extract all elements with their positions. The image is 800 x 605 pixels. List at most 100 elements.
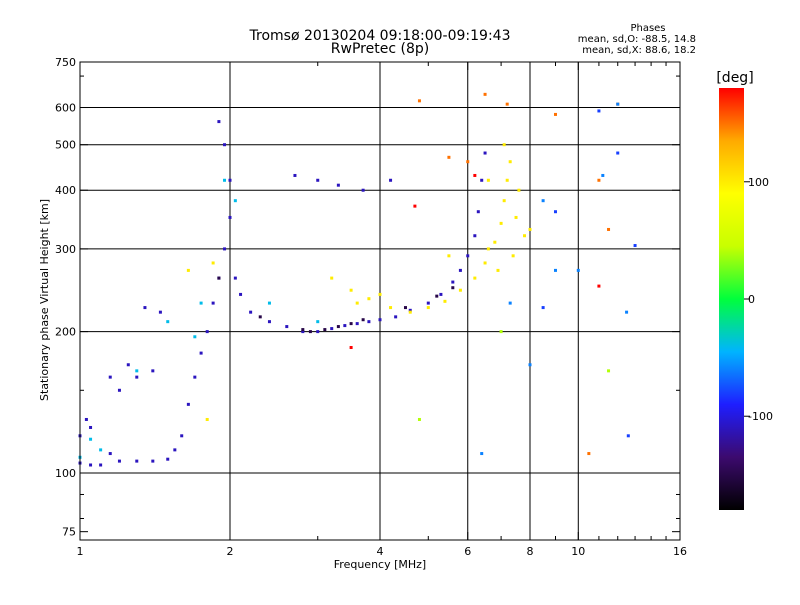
data-point bbox=[601, 173, 605, 177]
data-point bbox=[607, 227, 611, 231]
x-tick-label: 8 bbox=[527, 545, 534, 558]
data-point bbox=[166, 457, 170, 461]
data-point bbox=[486, 247, 490, 251]
data-point bbox=[223, 247, 227, 251]
data-point bbox=[301, 330, 305, 334]
data-point bbox=[505, 178, 509, 182]
data-point bbox=[458, 288, 462, 292]
data-point bbox=[508, 301, 512, 305]
data-point bbox=[502, 199, 506, 203]
data-point bbox=[233, 199, 237, 203]
y-tick-label: 600 bbox=[55, 102, 76, 115]
data-point bbox=[508, 160, 512, 164]
x-tick-label: 6 bbox=[464, 545, 471, 558]
data-point bbox=[180, 434, 184, 438]
data-point bbox=[117, 388, 121, 392]
data-point bbox=[443, 299, 447, 303]
data-point bbox=[267, 301, 271, 305]
data-point bbox=[330, 327, 334, 331]
data-point bbox=[336, 325, 340, 329]
y-tick-label: 400 bbox=[55, 184, 76, 197]
data-point bbox=[199, 351, 203, 355]
data-point bbox=[258, 315, 262, 319]
data-point bbox=[151, 369, 155, 373]
data-point bbox=[496, 268, 500, 272]
data-point bbox=[505, 102, 509, 106]
data-point bbox=[607, 369, 611, 373]
x-tick-label: 2 bbox=[227, 545, 234, 558]
y-axis-label: Stationary phase Virtual Height [km] bbox=[38, 199, 51, 401]
data-point bbox=[217, 276, 221, 280]
data-point bbox=[301, 328, 305, 332]
data-point bbox=[616, 102, 620, 106]
chart-title: Tromsø 20130204 09:18:00-09:19:43 bbox=[249, 28, 511, 44]
colorbar-tick-label: 0 bbox=[748, 293, 755, 306]
data-point bbox=[323, 328, 327, 332]
data-point bbox=[483, 261, 487, 265]
data-point bbox=[355, 322, 359, 326]
data-point bbox=[367, 320, 371, 324]
data-point bbox=[117, 459, 121, 463]
data-point bbox=[166, 320, 170, 324]
data-point bbox=[316, 178, 320, 182]
grid-lines bbox=[80, 62, 680, 540]
data-point bbox=[458, 268, 462, 272]
data-point bbox=[367, 297, 371, 301]
data-point bbox=[473, 276, 477, 280]
data-point bbox=[343, 324, 347, 328]
data-point bbox=[126, 363, 130, 367]
y-tick-label: 300 bbox=[55, 243, 76, 256]
data-point bbox=[135, 369, 139, 373]
data-point bbox=[417, 417, 421, 421]
data-point bbox=[597, 109, 601, 113]
data-point bbox=[576, 268, 580, 272]
data-point bbox=[486, 178, 490, 182]
data-point bbox=[199, 301, 203, 305]
data-point bbox=[355, 301, 359, 305]
colorbar-tick-label: -100 bbox=[748, 410, 773, 423]
x-axis-label: Frequency [MHz] bbox=[334, 558, 426, 571]
data-point bbox=[541, 306, 545, 310]
data-point bbox=[541, 199, 545, 203]
axis-ticks: 1 2 4 6 8 10 16 75 100 200 300 400 500 600 750 bbox=[55, 56, 687, 558]
y-tick-label: 75 bbox=[62, 526, 76, 539]
legend-line-x: mean, sd,X: 88.6, 18.2 bbox=[582, 45, 696, 56]
colorbar-tick-label: 100 bbox=[748, 176, 769, 189]
colorbar bbox=[719, 88, 744, 510]
data-point bbox=[316, 320, 320, 324]
data-point bbox=[378, 318, 382, 322]
data-point bbox=[293, 173, 297, 177]
data-point bbox=[205, 330, 209, 334]
data-point bbox=[499, 330, 503, 334]
data-point bbox=[223, 143, 227, 147]
data-point bbox=[616, 151, 620, 155]
data-point bbox=[417, 99, 421, 103]
data-point bbox=[186, 402, 190, 406]
data-point bbox=[349, 288, 353, 292]
data-point bbox=[587, 452, 591, 456]
data-point bbox=[217, 120, 221, 124]
data-point bbox=[285, 325, 289, 329]
data-point bbox=[349, 322, 353, 326]
data-point bbox=[435, 294, 439, 298]
data-point bbox=[466, 254, 470, 258]
data-point bbox=[597, 284, 601, 288]
data-point bbox=[349, 346, 353, 350]
data-point bbox=[528, 363, 532, 367]
data-point bbox=[143, 306, 147, 310]
data-point bbox=[89, 425, 93, 429]
data-point bbox=[205, 417, 209, 421]
data-point bbox=[336, 183, 340, 187]
data-point bbox=[239, 292, 243, 296]
data-point bbox=[447, 155, 451, 159]
data-point bbox=[233, 276, 237, 280]
data-point bbox=[89, 437, 93, 441]
data-point bbox=[553, 112, 557, 116]
data-point bbox=[626, 434, 630, 438]
data-point bbox=[389, 178, 393, 182]
data-point bbox=[361, 318, 365, 322]
colorbar-ticks: 100 0 -100 bbox=[744, 176, 773, 423]
data-point bbox=[439, 292, 443, 296]
data-point bbox=[447, 254, 451, 258]
